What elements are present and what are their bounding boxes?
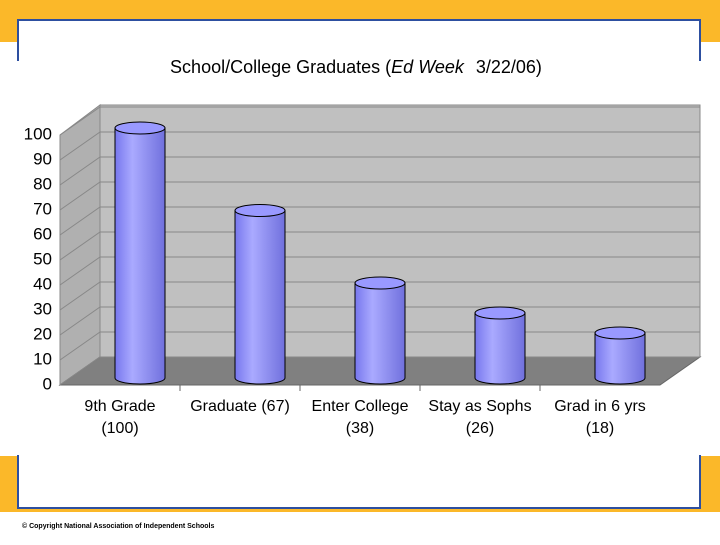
bar [114, 121, 166, 385]
grid-line [59, 231, 700, 261]
grid-line [59, 156, 700, 186]
x-tick-label: (38) [346, 420, 374, 437]
y-tick-label: 90 [33, 149, 52, 168]
y-tick-label: 30 [33, 299, 52, 318]
grid-line [59, 256, 700, 286]
bar-body [594, 332, 646, 385]
y-tick-label: 60 [33, 224, 52, 243]
bar-top [354, 276, 406, 290]
bar-top [474, 306, 526, 320]
bar-top [594, 326, 646, 340]
bar [594, 326, 646, 385]
grid-line [59, 131, 700, 161]
title-part: School/College Graduates ( [170, 57, 391, 77]
x-tick-label: 9th Grade [84, 398, 155, 415]
plot: 0 10 20 30 40 50 60 70 80 90 100 9th Grade (100) Grad… [24, 106, 700, 437]
grid-line [59, 181, 700, 211]
x-tick-label: (18) [586, 420, 614, 437]
x-tick-label: Grad in 6 yrs [554, 398, 646, 415]
grid-line [59, 281, 700, 311]
bar-top [114, 121, 166, 135]
chart-title: School/College Graduates (Ed Week 3/22/06… [170, 57, 542, 77]
title-part: 3/22/06) [476, 57, 542, 77]
copyright: © Copyright National Association of Inde… [22, 522, 214, 530]
x-tick-label: (100) [101, 420, 138, 437]
y-tick-label: 0 [43, 374, 52, 393]
y-tick-label: 70 [33, 199, 52, 218]
y-tick-label: 20 [33, 324, 52, 343]
side-wall [59, 104, 101, 386]
grid-line [59, 106, 700, 136]
bar-top [234, 204, 286, 217]
bar-body [114, 127, 166, 385]
y-tick-label: 40 [33, 274, 52, 293]
x-tick-label: Stay as Sophs [428, 398, 531, 415]
bar [474, 306, 526, 385]
bottom-panel [17, 455, 701, 509]
grid-line [59, 206, 700, 236]
bar-body [234, 210, 286, 385]
bar [354, 276, 406, 385]
panel-fill [19, 450, 699, 457]
y-tick-label: 50 [33, 249, 52, 268]
y-tick-label: 80 [33, 174, 52, 193]
panel-fill [19, 42, 699, 72]
y-tick-label: 100 [24, 124, 52, 143]
bar [234, 204, 286, 385]
title-part: Ed Week [391, 57, 465, 77]
x-tick-label: (26) [466, 420, 494, 437]
y-tick-label: 10 [33, 349, 52, 368]
bar-body [354, 282, 406, 385]
bar-body [474, 312, 526, 385]
x-tick-label: Graduate (67) [190, 398, 290, 415]
x-tick-label: Enter College [312, 398, 409, 415]
